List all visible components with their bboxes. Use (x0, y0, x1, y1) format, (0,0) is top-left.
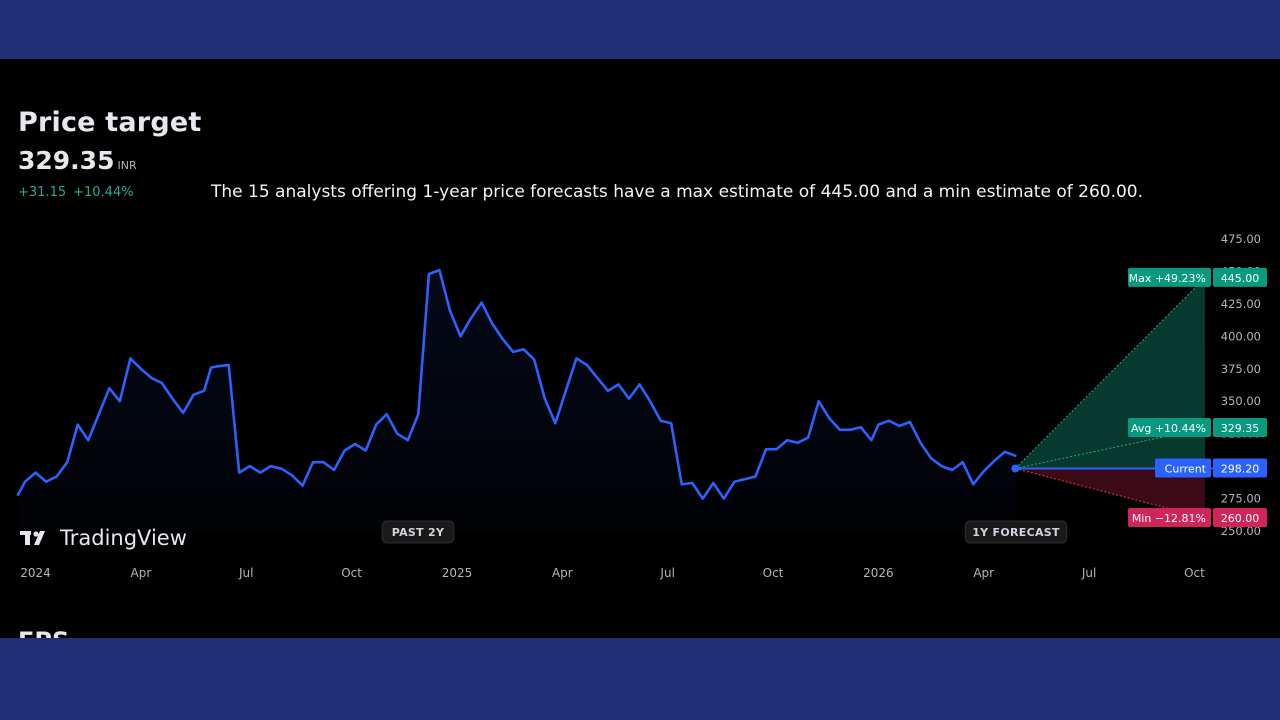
period-past-pill-box (381, 520, 455, 544)
forecast-max-value-box (1213, 267, 1267, 287)
price-target-panel: Price target 329.35 INR +31.15 +10.44% The… (0, 59, 1280, 638)
current-price-tag: Current 298.20 (1155, 458, 1267, 478)
x-axis-tick-label: Jul (1081, 566, 1096, 580)
price-forecast-chart[interactable]: 250.00275.00300.00325.00350.00375.00400.… (0, 59, 1280, 638)
history-area-fill (18, 270, 1016, 531)
y-axis-tick-label: 350.00 (1221, 394, 1261, 408)
x-axis-tick-label: 2026 (863, 566, 894, 580)
forecast-avg-label: Avg +10.44% (1131, 422, 1206, 435)
forecast-max-value: 445.00 (1221, 272, 1260, 285)
x-axis-tick-label: 2024 (20, 566, 51, 580)
section-title: Price target (18, 107, 202, 138)
forecast-min-line (1015, 467, 1206, 519)
y-axis-tick-label: 250.00 (1221, 524, 1261, 538)
y-axis-tick-label: 425.00 (1221, 297, 1261, 311)
forecast-min-label-box (1128, 508, 1211, 528)
brand-name: TradingView (60, 526, 187, 550)
x-axis-tick-label: Apr (973, 566, 994, 580)
period-forecast-pill-box (964, 520, 1068, 544)
forecast-max-label: Max +49.23% (1129, 272, 1206, 285)
forecast-max-label-box (1128, 267, 1211, 287)
change-percent: +10.44% (73, 185, 134, 200)
x-axis-tick-label: Apr (552, 566, 573, 580)
x-axis-tick-label: 2025 (442, 566, 473, 580)
forecast-max-tag: Max +49.23% 445.00 (1128, 267, 1267, 287)
y-axis-tick-label: 375.00 (1221, 362, 1261, 376)
x-axis-tick-label: Oct (1184, 566, 1205, 580)
x-axis-tick-label: Oct (763, 566, 784, 580)
x-axis-tick-label: Oct (341, 566, 362, 580)
y-axis-tick-label: 475.00 (1221, 232, 1261, 246)
target-price-value: 329.35 (18, 146, 115, 175)
x-axis-tick-label: Apr (131, 566, 152, 580)
tradingview-icon (20, 531, 45, 545)
bottom-banner (0, 638, 1280, 720)
period-past-pill-label: PAST 2Y (392, 526, 445, 539)
price-history-line (16, 268, 1017, 500)
y-axis-tick-label: 275.00 (1221, 492, 1261, 506)
eps-section-title: EPS (18, 627, 69, 638)
x-axis-tick-label: Jul (659, 566, 674, 580)
top-banner (0, 0, 1280, 59)
target-change: +31.15 +10.44% (18, 185, 134, 200)
current-price-value: 298.20 (1221, 462, 1260, 475)
tradingview-logo: TradingView (20, 526, 187, 550)
analyst-summary: The 15 analysts offering 1-year price fo… (211, 182, 1144, 202)
change-absolute: +31.15 (18, 185, 67, 200)
forecast-min-value: 260.00 (1221, 512, 1260, 525)
forecast-min-value-box (1213, 508, 1267, 528)
current-price-label: Current (1165, 462, 1207, 475)
period-forecast-pill-label: 1Y FORECAST (972, 526, 1060, 539)
current-price-value-box (1213, 458, 1267, 478)
y-axis-tick-label: 400.00 (1221, 329, 1261, 343)
forecast-max-line (1014, 277, 1206, 469)
forecast-avg-tag: Avg +10.44% 329.35 (1128, 418, 1267, 438)
x-axis-tick-label: Jul (238, 566, 253, 580)
period-forecast-pill: 1Y FORECAST (964, 520, 1068, 544)
currency-code: INR (117, 159, 137, 172)
target-price: 329.35 INR (18, 146, 137, 175)
current-price-marker (1011, 464, 1020, 473)
forecast-avg-label-box (1128, 418, 1211, 438)
forecast-avg-value-box (1213, 418, 1267, 438)
forecast-min-label: Min −12.81% (1132, 512, 1206, 525)
current-price-label-box (1155, 458, 1211, 478)
period-past-pill: PAST 2Y (381, 520, 455, 544)
forecast-avg-value: 329.35 (1221, 422, 1260, 435)
forecast-min-tag: Min −12.81% 260.00 (1128, 508, 1267, 528)
